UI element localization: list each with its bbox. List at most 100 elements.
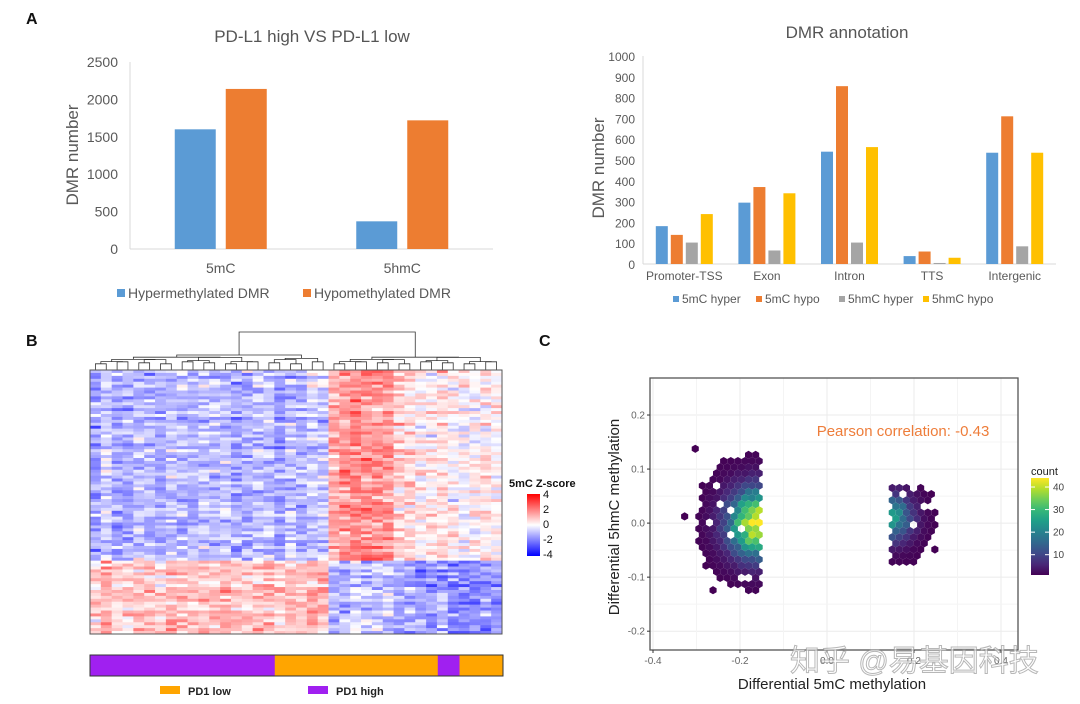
hexbin-cell bbox=[695, 524, 703, 533]
heatmap-cell bbox=[155, 557, 167, 561]
heatmap-cell bbox=[165, 607, 178, 611]
heatmap-cell bbox=[198, 408, 210, 412]
hexbin-cell bbox=[720, 518, 728, 527]
heatmap-cell bbox=[296, 631, 308, 635]
heatmap-cell bbox=[100, 548, 112, 553]
heatmap-cell bbox=[230, 437, 243, 441]
heatmap-cell bbox=[426, 590, 438, 594]
heatmap-cell bbox=[415, 595, 427, 600]
heatmap-cell bbox=[263, 381, 275, 385]
heatmap-cell bbox=[491, 411, 503, 415]
heatmap-cell bbox=[100, 604, 112, 608]
heatmap-cell bbox=[328, 510, 340, 515]
heatmap-cell bbox=[296, 408, 308, 412]
heatmap-cell bbox=[317, 519, 329, 523]
heatmap-cell bbox=[198, 411, 210, 415]
heatmap-cell bbox=[296, 372, 308, 377]
heatmap-cell bbox=[469, 402, 481, 406]
heatmap-cell bbox=[404, 460, 416, 465]
heatmap-cell bbox=[100, 472, 112, 476]
heatmap-cell bbox=[306, 578, 318, 582]
heatmap-cell bbox=[165, 628, 178, 632]
heatmap-cell bbox=[404, 487, 416, 491]
hexbin-cell bbox=[720, 493, 728, 503]
heatmap-cell bbox=[241, 487, 253, 491]
heatmap-cell bbox=[371, 481, 384, 485]
heatmap-cell bbox=[458, 496, 470, 500]
heatmap-cell bbox=[469, 601, 481, 605]
heatmap-cell bbox=[263, 531, 275, 535]
heatmap-cell bbox=[491, 458, 503, 462]
heatmap-cell bbox=[328, 551, 340, 556]
heatmap-cell bbox=[393, 519, 405, 523]
heatmap-cell bbox=[90, 595, 102, 600]
heatmap-cell bbox=[458, 372, 470, 377]
hexbin-cell bbox=[723, 463, 731, 472]
heatmap-cell bbox=[220, 466, 232, 471]
heatmap-cell bbox=[230, 537, 243, 541]
heatmap-cell bbox=[187, 537, 199, 541]
heatmap-cell bbox=[426, 557, 438, 561]
heatmap-cell bbox=[458, 546, 470, 550]
heatmap-cell bbox=[317, 569, 329, 573]
hexbin-cell bbox=[752, 524, 760, 533]
heatmap-cell bbox=[198, 557, 210, 561]
heatmap-cell bbox=[306, 631, 318, 635]
heatmap-cell bbox=[393, 619, 405, 623]
heatmap-cell bbox=[133, 598, 145, 603]
heatmap-cell bbox=[350, 557, 362, 561]
heatmap-cell bbox=[371, 428, 384, 432]
hexbin-cell bbox=[713, 506, 721, 515]
heatmap-cell bbox=[469, 504, 481, 509]
heatmap-cell bbox=[133, 416, 145, 421]
heatmap-cell bbox=[469, 431, 481, 435]
heatmap-cell bbox=[252, 578, 264, 582]
heatmap-cell bbox=[90, 540, 102, 544]
heatmap-cell bbox=[285, 619, 297, 623]
heatmap-cell bbox=[209, 613, 221, 617]
heatmap-cell bbox=[328, 478, 340, 482]
heatmap-cell bbox=[90, 370, 102, 374]
heatmap-cell bbox=[198, 466, 210, 471]
heatmap-cell bbox=[274, 519, 286, 523]
heatmap-cell bbox=[165, 393, 178, 397]
heatmap-cell bbox=[155, 625, 167, 629]
heatmap-cell bbox=[90, 434, 102, 438]
heatmap-cell bbox=[263, 378, 275, 383]
heatmap-cell bbox=[491, 560, 503, 564]
heatmap-cell bbox=[317, 431, 329, 435]
heatmap-cell bbox=[382, 440, 394, 444]
heatmap-cell bbox=[306, 590, 318, 594]
heatmap-cell bbox=[393, 578, 405, 582]
heatmap-cell bbox=[252, 595, 264, 600]
heatmap-cell bbox=[111, 628, 123, 632]
heatmap-cell bbox=[111, 370, 123, 374]
heatmap-cell bbox=[230, 584, 243, 588]
heatmap-cell bbox=[285, 390, 297, 394]
heatmap-cell bbox=[285, 419, 297, 424]
heatmap-cell bbox=[133, 531, 145, 535]
heatmap-cell bbox=[361, 566, 373, 570]
heatmap-cell bbox=[393, 525, 405, 529]
heatmap-cell bbox=[220, 551, 232, 556]
heatmap-cell bbox=[220, 422, 232, 427]
heatmap-cell bbox=[317, 390, 329, 394]
heatmap-cell bbox=[285, 522, 297, 526]
heatmap-cell bbox=[436, 543, 449, 547]
heatmap-cell bbox=[165, 616, 178, 620]
heatmap-cell bbox=[122, 592, 134, 597]
heatmap-cell bbox=[111, 537, 123, 541]
heatmap-cell bbox=[426, 378, 438, 383]
heatmap-cell bbox=[165, 478, 178, 482]
heatmap-cell bbox=[144, 592, 156, 597]
heatmap-cell bbox=[209, 528, 221, 532]
heatmap-cell bbox=[209, 601, 221, 605]
heatmap-cell bbox=[447, 595, 459, 600]
heatmap-cell bbox=[90, 616, 102, 620]
hexbin-cell bbox=[920, 490, 928, 499]
heatmap-cell bbox=[436, 496, 449, 500]
heatmap-cell bbox=[393, 387, 405, 391]
heatmap-cell bbox=[209, 557, 221, 561]
heatmap-cell bbox=[436, 557, 449, 561]
heatmap-cell bbox=[296, 402, 308, 406]
